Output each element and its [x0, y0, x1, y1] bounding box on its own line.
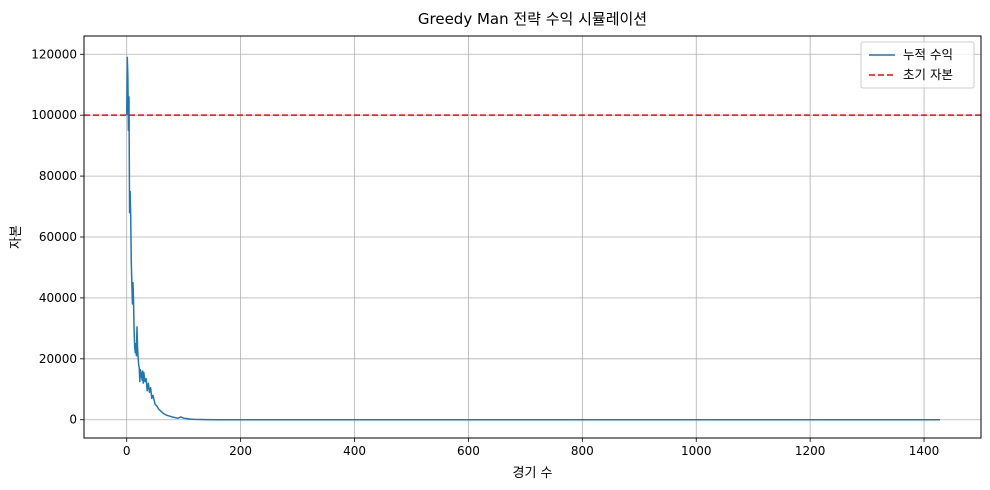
x-tick-label: 600: [457, 444, 480, 458]
legend-box: [860, 41, 975, 89]
series-line-cumulative: [125, 56, 940, 421]
y-tick-label: 80000: [39, 169, 77, 183]
y-tick-label: 60000: [39, 230, 77, 244]
x-tick-label: 800: [571, 444, 594, 458]
legend: 누적 수익 초기 자본: [860, 41, 975, 89]
x-tick-label: 400: [343, 444, 366, 458]
legend-label-cumulative: 누적 수익: [903, 47, 953, 62]
chart-title: Greedy Man 전략 수익 시뮬레이션: [418, 10, 647, 28]
x-tick-label: 1000: [681, 444, 712, 458]
x-tick-label: 1400: [909, 444, 940, 458]
x-tick-label: 200: [229, 444, 252, 458]
y-tick-label: 0: [69, 413, 77, 427]
y-tick-label: 40000: [39, 291, 77, 305]
x-axis-label: 경기 수: [512, 466, 552, 481]
y-tick-label: 120000: [31, 47, 77, 61]
y-axis-label: 자본: [9, 225, 24, 249]
plot-area: [84, 56, 981, 421]
y-tick-label: 20000: [39, 352, 77, 366]
x-tick-label: 1200: [795, 444, 826, 458]
y-tick-label: 100000: [31, 108, 77, 122]
axis-ticks: 0 200 400 600 800 1000 1200 1400 0 20000 40000 6000…: [31, 47, 939, 458]
legend-label-initial: 초기 자본: [903, 67, 953, 82]
x-tick-label: 0: [123, 444, 131, 458]
